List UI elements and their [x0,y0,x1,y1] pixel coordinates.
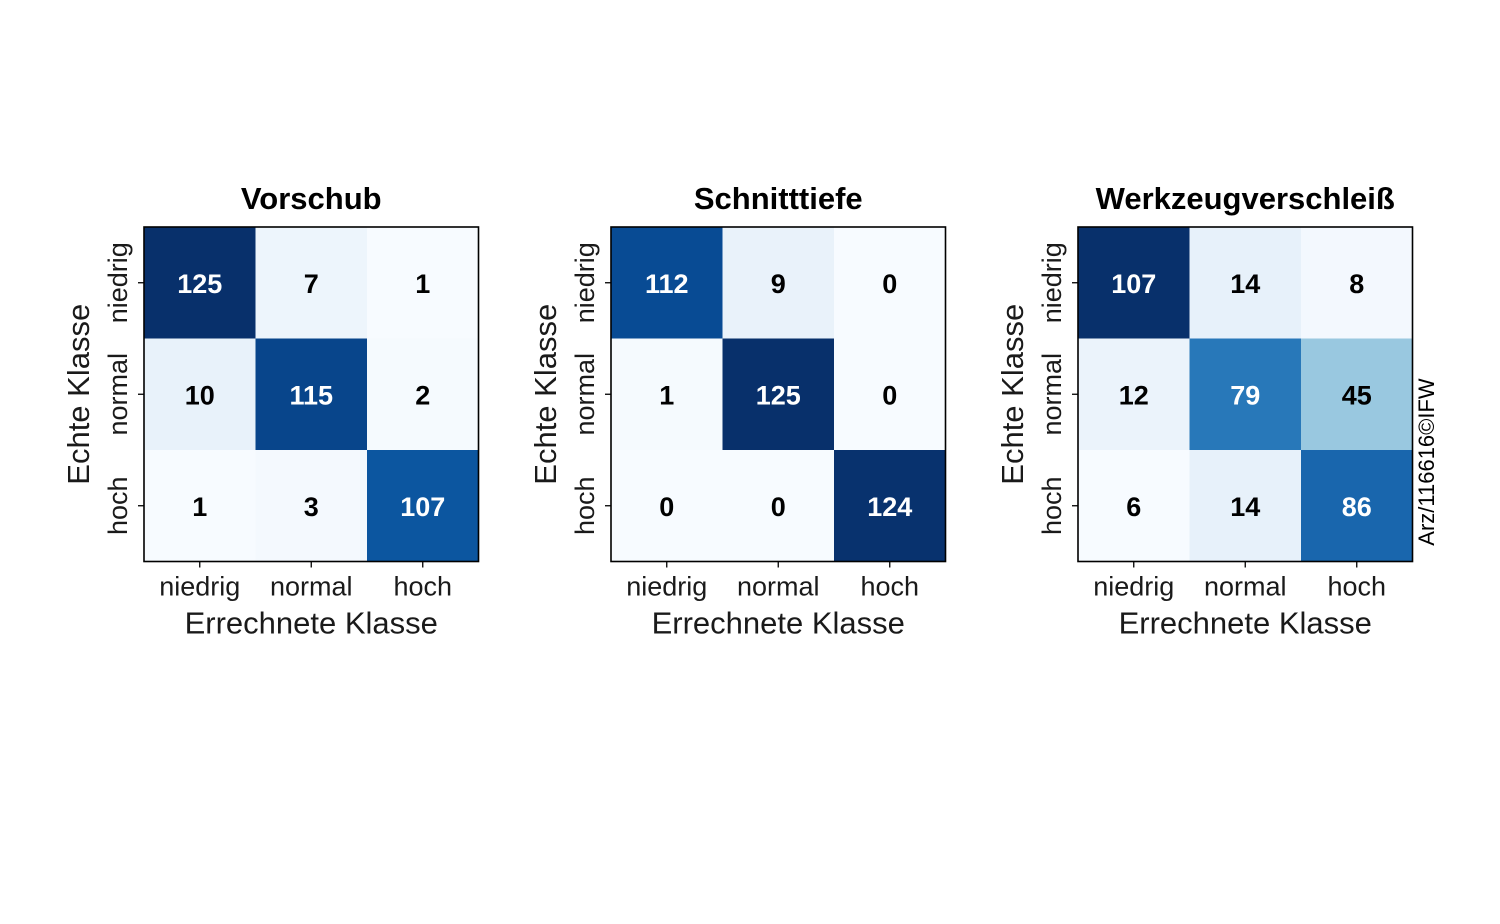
matrix-cell [1078,450,1190,562]
cell-value-label: 2 [415,380,430,410]
x-tick-label: normal [737,572,820,602]
cell-value-label: 1 [415,269,430,299]
matrix-cell [255,450,368,562]
x-tick-label: hoch [860,572,919,602]
chart-title: Werkzeugverschleiß [1096,181,1395,216]
cell-value-label: 14 [1230,492,1260,522]
y-axis-label: Echte Klasse [61,304,96,485]
matrix-cell [611,450,723,562]
matrix-cell [1078,227,1190,339]
matrix-cell [722,227,835,339]
matrix-cell [255,338,368,451]
cell-value-label: 115 [289,380,333,410]
x-tick-label: normal [1204,572,1287,602]
y-tick-label: niedrig [1037,242,1067,323]
cell-value-label: 3 [304,492,319,522]
x-axis-label: Errechnete Klasse [1119,606,1372,641]
y-tick-label: hoch [570,476,600,535]
cell-value-label: 0 [882,380,897,410]
cell-value-label: 79 [1230,380,1260,410]
y-tick-label: hoch [103,476,133,535]
matrix-cell [834,450,946,562]
cell-value-label: 1 [659,380,674,410]
image-credit: Arz/116616©IFW [1414,378,1439,546]
matrix-cell [144,450,256,562]
y-tick-label: normal [103,353,133,436]
y-axis-label: Echte Klasse [995,304,1030,485]
x-axis-label: Errechnete Klasse [652,606,905,641]
matrix-cell [1301,450,1413,562]
x-tick-label: niedrig [1093,572,1174,602]
y-tick-label: niedrig [570,242,600,323]
cell-value-label: 112 [645,269,689,299]
x-tick-label: hoch [393,572,452,602]
cell-value-label: 0 [771,492,786,522]
chart-title: Vorschub [241,181,382,216]
matrix-cell [1189,227,1302,339]
y-tick-label: hoch [1037,476,1067,535]
matrix-cell [144,227,256,339]
cell-value-label: 12 [1119,380,1149,410]
matrix-cell [1078,338,1190,451]
confusion-matrix-3: 107 14 8 12 79 45 6 14 86 Werkzeugverschleiß niedr… [995,181,1414,641]
cell-value-label: 86 [1342,492,1372,522]
matrix-cell [255,227,368,339]
x-tick-label: normal [270,572,353,602]
x-axis-label: Errechnete Klasse [185,606,438,641]
y-tick-label: niedrig [103,242,133,323]
matrix-cell [1189,450,1302,562]
confusion-matrix-1: 125 7 1 10 115 2 1 3 107 Vorschub niedrig normal hoc… [61,181,480,641]
cell-value-label: 14 [1230,269,1260,299]
matrix-cell [834,338,946,451]
cell-value-label: 125 [177,269,222,299]
matrix-cell [367,227,479,339]
cell-value-label: 124 [867,492,912,522]
cell-value-label: 10 [185,380,215,410]
matrix-cell [722,338,835,451]
matrix-cell [144,338,256,451]
matrix-cell [1301,338,1413,451]
matrix-cell [722,450,835,562]
matrix-cell [367,338,479,451]
cell-value-label: 45 [1342,380,1372,410]
matrix-cell [611,338,723,451]
y-tick-label: normal [570,353,600,436]
y-axis-label: Echte Klasse [528,304,563,485]
matrix-cell [1189,338,1302,451]
matrix-cell [834,227,946,339]
matrix-cell [611,227,723,339]
confusion-matrix-2: 112 9 0 1 125 0 0 0 124 Schnitttiefe niedrig normal… [528,181,947,641]
x-tick-label: niedrig [159,572,240,602]
cell-value-label: 6 [1126,492,1141,522]
cell-value-label: 1 [192,492,207,522]
cell-value-label: 7 [304,269,319,299]
x-tick-label: niedrig [626,572,707,602]
chart-title: Schnitttiefe [694,181,863,216]
y-tick-label: normal [1037,353,1067,436]
cell-value-label: 125 [756,380,801,410]
cell-value-label: 107 [400,492,445,522]
cell-value-label: 0 [882,269,897,299]
cell-value-label: 0 [659,492,674,522]
x-tick-label: hoch [1327,572,1386,602]
cell-value-label: 9 [771,269,786,299]
cell-value-label: 107 [1111,269,1156,299]
cell-value-label: 8 [1349,269,1364,299]
matrix-cell [367,450,479,562]
matrix-cell [1301,227,1413,339]
